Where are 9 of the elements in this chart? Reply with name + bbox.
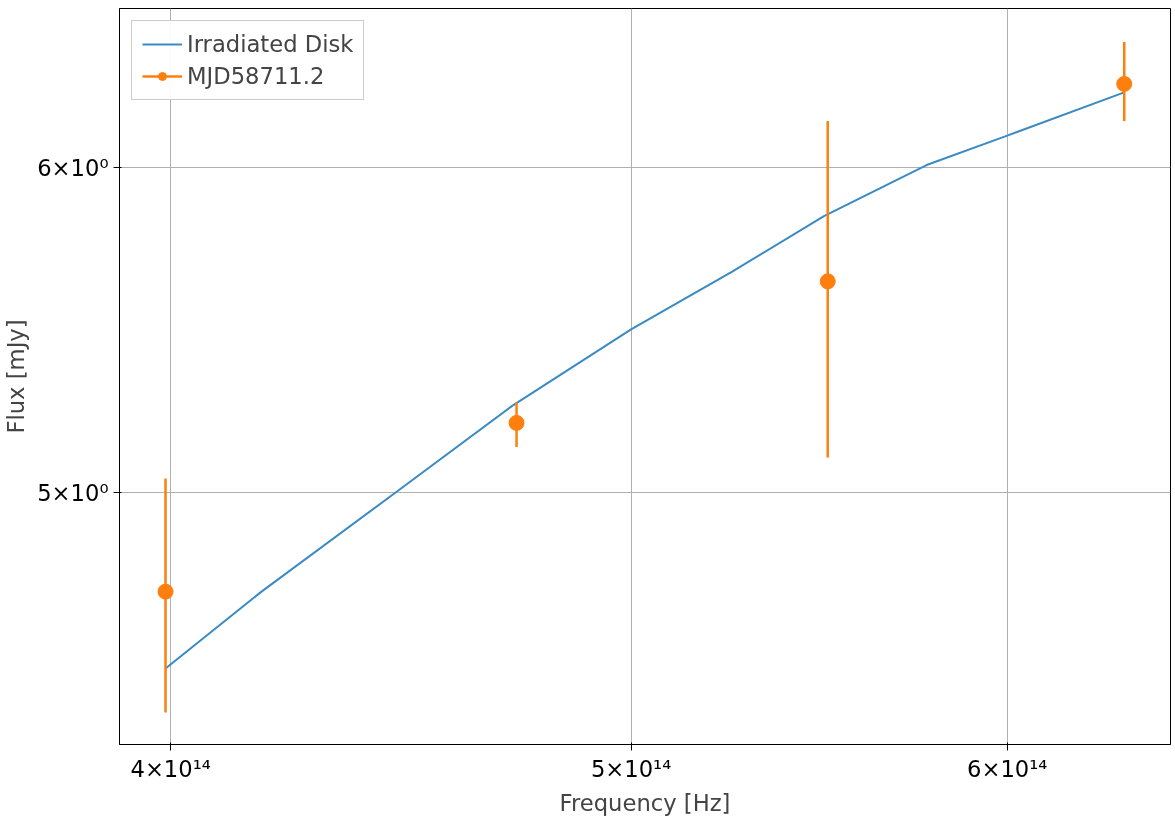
y-tick-label: 6×10⁰ (37, 154, 109, 181)
x-axis-title: Frequency [Hz] (559, 789, 731, 816)
legend-label: MJD58711.2 (187, 63, 325, 89)
x-tick-label: 4×10¹⁴ (130, 755, 211, 782)
y-tick-label: 5×10⁰ (37, 479, 109, 506)
y-axis-title: Flux [mJy] (3, 319, 30, 434)
legend-label: Irradiated Disk (187, 31, 354, 57)
x-tick-label: 6×10¹⁴ (967, 755, 1048, 782)
x-tick-label: 5×10¹⁴ (590, 755, 672, 782)
